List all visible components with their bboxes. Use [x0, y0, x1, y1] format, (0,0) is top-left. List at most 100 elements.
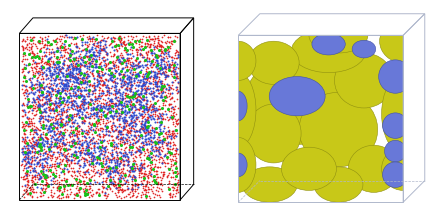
- Point: [85, 95, 93, 98]
- Point: [91, 149, 98, 152]
- Point: [21, 132, 28, 136]
- Point: [132, 48, 139, 52]
- Point: [80, 118, 87, 121]
- Point: [143, 107, 150, 110]
- Point: [141, 123, 148, 127]
- Point: [81, 72, 88, 76]
- Point: [80, 102, 87, 106]
- Point: [124, 157, 131, 160]
- Point: [128, 179, 135, 183]
- Point: [58, 82, 65, 86]
- Point: [162, 75, 169, 78]
- Point: [105, 68, 112, 71]
- Point: [28, 137, 36, 140]
- Point: [112, 103, 119, 107]
- Point: [142, 187, 149, 191]
- Point: [120, 154, 127, 158]
- Point: [25, 139, 32, 142]
- Point: [101, 146, 108, 149]
- Point: [30, 168, 37, 171]
- Point: [149, 140, 156, 144]
- Point: [88, 165, 95, 168]
- Point: [33, 185, 40, 188]
- Point: [154, 138, 161, 141]
- Point: [58, 126, 65, 129]
- Point: [45, 43, 53, 47]
- Point: [49, 140, 56, 144]
- Point: [111, 168, 118, 172]
- Point: [93, 190, 100, 193]
- Point: [48, 66, 55, 69]
- Point: [112, 102, 119, 106]
- Point: [36, 80, 43, 83]
- Point: [154, 186, 161, 189]
- Point: [85, 155, 93, 158]
- Point: [136, 130, 143, 133]
- Point: [58, 130, 65, 134]
- Point: [116, 141, 123, 145]
- Point: [156, 45, 163, 48]
- Point: [97, 62, 104, 65]
- Point: [67, 131, 74, 134]
- Point: [105, 166, 113, 169]
- Point: [123, 88, 130, 92]
- Point: [141, 139, 148, 143]
- Point: [92, 114, 99, 118]
- Point: [73, 132, 81, 135]
- Point: [107, 166, 114, 170]
- Point: [53, 77, 60, 80]
- Point: [154, 146, 161, 150]
- Point: [110, 114, 117, 117]
- Point: [31, 166, 38, 170]
- Point: [95, 145, 102, 148]
- Point: [29, 91, 36, 94]
- Point: [80, 100, 87, 103]
- Point: [97, 50, 104, 53]
- Point: [53, 151, 60, 154]
- Point: [29, 158, 36, 162]
- Point: [170, 70, 177, 74]
- Point: [70, 121, 77, 125]
- Point: [66, 113, 73, 117]
- Point: [122, 158, 129, 161]
- Point: [114, 153, 121, 156]
- Point: [134, 71, 142, 74]
- Point: [120, 90, 127, 93]
- Point: [43, 60, 50, 64]
- Point: [171, 148, 178, 152]
- Point: [72, 64, 79, 67]
- Point: [147, 146, 154, 150]
- Point: [170, 65, 177, 69]
- Point: [80, 72, 87, 75]
- Point: [129, 162, 136, 166]
- Point: [60, 188, 67, 191]
- Point: [61, 188, 68, 191]
- Point: [128, 165, 135, 168]
- Point: [45, 147, 52, 150]
- Point: [46, 63, 53, 66]
- Point: [59, 132, 66, 136]
- Point: [141, 152, 148, 155]
- Point: [44, 119, 51, 122]
- Point: [44, 152, 52, 155]
- Point: [132, 129, 139, 132]
- Point: [99, 141, 106, 144]
- Point: [154, 61, 161, 65]
- Point: [26, 99, 33, 103]
- Point: [143, 86, 150, 89]
- Point: [85, 126, 93, 130]
- Point: [85, 159, 92, 163]
- Point: [165, 166, 172, 170]
- Point: [158, 113, 165, 116]
- Point: [94, 146, 101, 149]
- Point: [73, 131, 80, 134]
- Point: [46, 124, 53, 128]
- Point: [61, 44, 69, 48]
- Point: [158, 67, 165, 71]
- Point: [142, 72, 149, 76]
- Point: [109, 134, 116, 137]
- Point: [43, 157, 50, 161]
- Point: [143, 63, 150, 66]
- Point: [156, 91, 163, 94]
- Point: [109, 166, 116, 169]
